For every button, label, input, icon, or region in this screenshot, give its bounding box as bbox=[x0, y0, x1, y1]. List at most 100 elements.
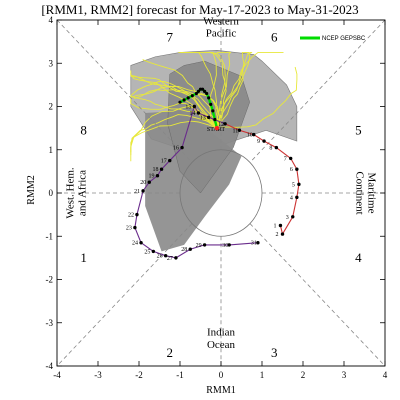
ensemble-member-line bbox=[216, 51, 232, 129]
observed-segment bbox=[175, 248, 191, 259]
observed-segment bbox=[161, 160, 171, 170]
observed-day-label: 8 bbox=[269, 146, 272, 152]
ensemble-mean-point bbox=[205, 91, 209, 96]
legend-label: NCEP GEPSBC bbox=[322, 36, 366, 42]
observed-segment bbox=[169, 147, 183, 161]
phase-label: 2 bbox=[167, 345, 174, 360]
region-label: West. Hem.and Africa bbox=[64, 167, 88, 219]
ensemble-member-line bbox=[130, 105, 218, 162]
x-tick-label: 2 bbox=[301, 370, 306, 380]
observed-segment bbox=[165, 255, 177, 259]
x-axis-label: RMM1 bbox=[206, 385, 235, 396]
phase-label: 4 bbox=[355, 250, 362, 265]
ensemble-member-line bbox=[188, 51, 226, 129]
phase-label: 5 bbox=[355, 122, 362, 137]
observed-segment bbox=[140, 242, 154, 252]
observed-segment bbox=[253, 134, 265, 142]
chart-title: [RMM1, RMM2] forecast for May-17-2023 to… bbox=[41, 2, 358, 17]
observed-day-label: 3 bbox=[286, 215, 289, 221]
observed-segment bbox=[224, 123, 240, 131]
observed-day-label: 9 bbox=[257, 139, 260, 145]
ensemble-member-line bbox=[180, 51, 219, 129]
phase-label: 8 bbox=[80, 122, 87, 137]
observed-point bbox=[139, 241, 143, 245]
phase-divider-line bbox=[249, 19, 386, 163]
observed-point bbox=[155, 174, 160, 178]
x-tick-label: 0 bbox=[219, 370, 224, 380]
observed-segment bbox=[181, 106, 195, 148]
x-tick-label: 1 bbox=[260, 370, 265, 380]
observed-point bbox=[295, 195, 299, 200]
observed-day-label: 20 bbox=[140, 180, 146, 186]
observed-point bbox=[274, 145, 279, 150]
observed-point bbox=[188, 247, 192, 251]
observed-day-label: 16 bbox=[173, 146, 179, 152]
ensemble-mean-point bbox=[196, 89, 201, 93]
observed-day-label: 12 bbox=[218, 122, 224, 128]
observed-point bbox=[223, 122, 227, 126]
y-tick-label: -2 bbox=[46, 275, 54, 285]
ensemble-mean-point bbox=[178, 100, 182, 104]
observed-segment bbox=[292, 197, 298, 217]
observed-point bbox=[159, 167, 164, 171]
observed-day-label: 30 bbox=[222, 243, 228, 249]
observed-point bbox=[278, 223, 283, 228]
observed-segment bbox=[229, 242, 258, 246]
y-tick-label: 1 bbox=[49, 145, 54, 155]
ensemble-member-line bbox=[216, 51, 253, 129]
observed-day-label: 19 bbox=[148, 174, 154, 180]
ensemble-mean-point bbox=[213, 117, 217, 122]
observed-point bbox=[256, 241, 260, 245]
observed-day-label: 7 bbox=[284, 156, 287, 162]
forecast-start-point bbox=[214, 125, 220, 131]
x-tick-label: 4 bbox=[383, 370, 388, 380]
y-tick-label: 2 bbox=[49, 102, 54, 112]
ensemble-mean-point bbox=[186, 96, 190, 100]
region-label-line: Indian bbox=[207, 327, 236, 339]
phase-guide-lines bbox=[56, 19, 386, 367]
observed-point bbox=[207, 115, 211, 120]
ensemble-mean-point bbox=[182, 98, 186, 102]
y-tick-label: 0 bbox=[49, 188, 54, 198]
observed-point bbox=[280, 232, 285, 236]
observed-day-label: 23 bbox=[126, 226, 132, 232]
observed-point bbox=[227, 243, 231, 247]
ensemble-member-line bbox=[130, 86, 219, 129]
region-label-line: and Africa bbox=[76, 170, 88, 216]
observed-day-label: 5 bbox=[292, 182, 295, 188]
observed-day-label: 22 bbox=[128, 213, 134, 219]
y-tick-label: 3 bbox=[49, 58, 54, 68]
observed-day-label: 26 bbox=[157, 254, 163, 260]
phase-label: 3 bbox=[271, 345, 278, 360]
observed-point bbox=[297, 182, 301, 187]
y-tick-label: -4 bbox=[46, 361, 54, 371]
observed-segment bbox=[198, 112, 209, 118]
observed-day-label: 10 bbox=[247, 133, 253, 139]
observed-point bbox=[262, 139, 266, 143]
y-tick-label: 4 bbox=[49, 15, 54, 25]
observed-segment bbox=[153, 250, 166, 257]
observed-point bbox=[168, 158, 172, 163]
region-label: Indian Ocean bbox=[207, 327, 236, 351]
observed-segment bbox=[208, 116, 226, 125]
x-tick-label: -3 bbox=[94, 370, 102, 380]
region-label-line: West. Hem. bbox=[64, 167, 76, 219]
phase-label: 7 bbox=[167, 29, 174, 44]
observed-point bbox=[192, 104, 197, 109]
observed-day-label: 27 bbox=[167, 256, 173, 262]
observed-day-label: 17 bbox=[161, 159, 167, 165]
observed-trajectory-layer: 1234567891011121314151617181920212223242… bbox=[126, 105, 301, 262]
ensemble-member-line bbox=[130, 120, 218, 153]
ensemble-mean-layer: START bbox=[178, 87, 225, 133]
unit-circle bbox=[179, 149, 263, 237]
observed-segment bbox=[263, 140, 277, 149]
observed-day-label: 28 bbox=[181, 247, 187, 253]
observed-point bbox=[147, 180, 151, 184]
observed-day-label: 14 bbox=[189, 111, 195, 117]
observed-segment bbox=[148, 175, 158, 183]
observed-day-label: 4 bbox=[290, 195, 293, 201]
observed-segment bbox=[190, 244, 205, 250]
observed-segment bbox=[276, 147, 292, 159]
observed-point bbox=[174, 256, 178, 260]
